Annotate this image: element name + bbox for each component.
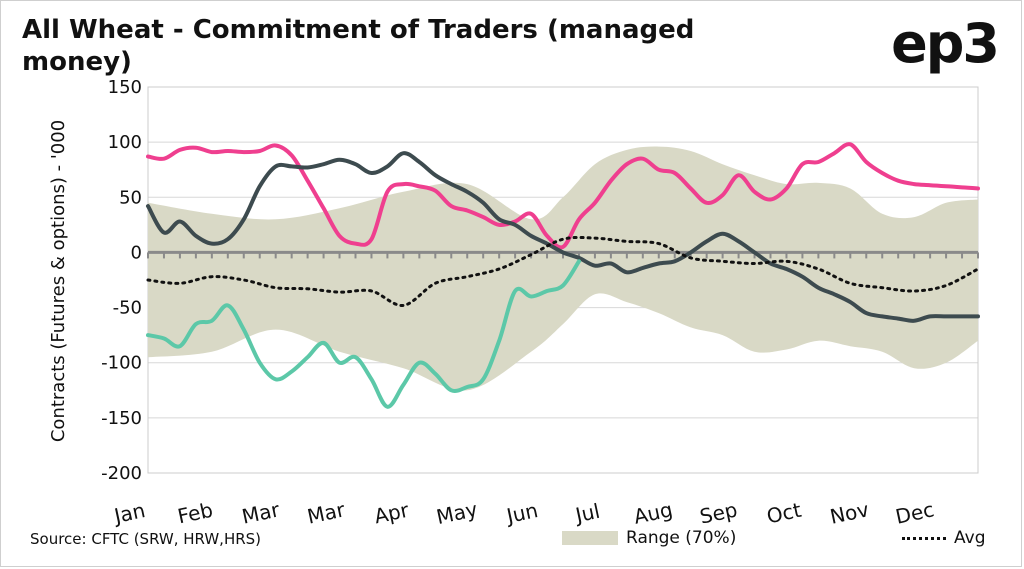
legend-range: Range (70%) bbox=[562, 528, 736, 548]
ep3-logo: ep3 bbox=[891, 12, 1000, 75]
series-layer bbox=[146, 142, 980, 409]
y-tick-label: -100 bbox=[101, 353, 142, 374]
x-month-label: Dec bbox=[893, 497, 936, 529]
source-note: Source: CFTC (SRW, HRW,HRS) bbox=[30, 530, 262, 548]
x-month-label: Nov bbox=[828, 497, 871, 529]
x-month-label: Aug bbox=[632, 497, 675, 529]
x-month-label: Mar bbox=[240, 497, 283, 528]
legend-range-swatch bbox=[562, 531, 618, 545]
x-month-label: Jul bbox=[571, 499, 602, 528]
x-month-label: Sep bbox=[698, 497, 740, 528]
y-tick-label: -150 bbox=[101, 408, 142, 429]
x-month-label: Apr bbox=[372, 498, 412, 529]
y-tick-label: -50 bbox=[113, 298, 142, 319]
y-tick-label: -200 bbox=[101, 463, 142, 484]
range-layer bbox=[148, 146, 978, 391]
y-tick-labels: 150 100 50 0 -50 -100 -150 -200 bbox=[101, 77, 142, 484]
legend-avg-swatch bbox=[902, 536, 946, 540]
x-month-label: Mar bbox=[305, 497, 348, 528]
legend-range-label: Range (70%) bbox=[626, 528, 737, 548]
range-band bbox=[148, 146, 978, 391]
legend-avg-label: Avg bbox=[954, 528, 986, 548]
chart-title: All Wheat - Commitment of Traders (manag… bbox=[22, 15, 695, 77]
x-month-label: Jun bbox=[503, 498, 541, 528]
x-month-label: Feb bbox=[175, 498, 215, 529]
avg-layer bbox=[146, 235, 980, 307]
y-axis-label: Contracts (Futures & options) - '000 bbox=[48, 120, 69, 442]
x-month-label: Jan bbox=[110, 498, 147, 528]
y-tick-label: 0 bbox=[131, 242, 142, 263]
y-tick-label: 50 bbox=[119, 187, 142, 208]
series-line-teal bbox=[146, 259, 581, 409]
y-tick-label: 150 bbox=[108, 77, 142, 98]
x-month-label: Oct bbox=[765, 498, 804, 529]
y-tick-label: 100 bbox=[108, 132, 142, 153]
x-month-label: May bbox=[434, 497, 480, 529]
avg-line bbox=[146, 235, 980, 307]
x-tick-labels: Jan Feb Mar Mar Apr May Jun Jul Aug Sep Oct Nov Dec bbox=[110, 497, 936, 529]
series-line-dark bbox=[146, 151, 980, 323]
legend-avg: Avg bbox=[902, 528, 986, 548]
series-line-pink bbox=[146, 142, 980, 250]
